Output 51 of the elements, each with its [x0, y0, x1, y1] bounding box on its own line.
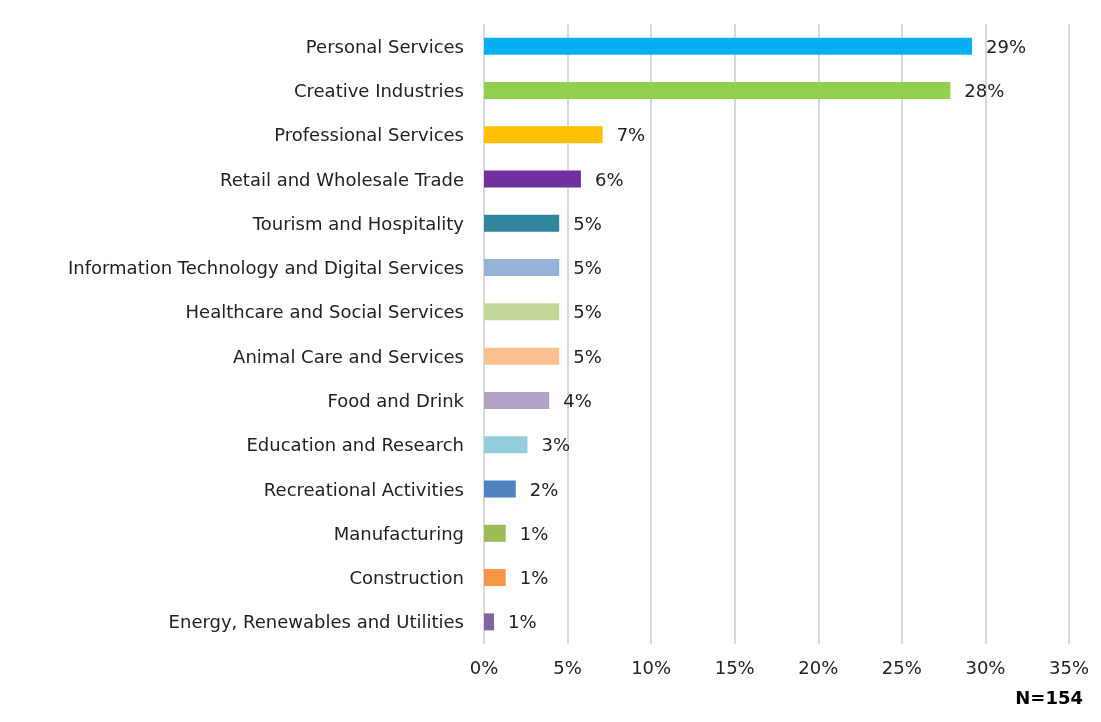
y-tick-label: Personal Services — [305, 35, 464, 57]
data-label: 1% — [519, 522, 549, 544]
y-tick-label: Recreational Activities — [263, 478, 464, 500]
y-tick-label: Animal Care and Services — [233, 345, 464, 367]
y-tick-label: Creative Industries — [293, 79, 464, 101]
y-tick-label: Healthcare and Social Services — [185, 301, 464, 323]
data-label: 5% — [573, 301, 602, 323]
bar — [484, 569, 506, 587]
y-tick-label: Education and Research — [246, 434, 464, 456]
x-tick-label: 25% — [881, 656, 922, 678]
x-tick-label: 0% — [469, 656, 499, 678]
x-tick-label: 20% — [798, 656, 839, 678]
bar — [484, 436, 528, 454]
data-label: 7% — [616, 124, 646, 146]
bar — [484, 524, 506, 542]
bar — [484, 259, 560, 277]
data-label: 6% — [594, 168, 624, 190]
text: N=154 — [1015, 686, 1084, 708]
data-label: 5% — [573, 345, 602, 367]
y-tick-label: Information Technology and Digital Services — [67, 257, 464, 279]
data-label: 1% — [508, 611, 537, 633]
y-tick-label: Food and Drink — [327, 389, 465, 411]
data-label: 2% — [529, 478, 559, 500]
x-tick-label: 30% — [965, 656, 1006, 678]
x-tick-label: 5% — [553, 656, 582, 678]
bar — [484, 391, 550, 409]
y-tick-label: Energy, Renewables and Utilities — [168, 611, 464, 633]
y-tick-label: Construction — [349, 567, 464, 589]
y-tick-label: Professional Services — [274, 124, 464, 146]
data-label: 5% — [573, 257, 602, 279]
data-label: 1% — [519, 567, 549, 589]
bar — [484, 214, 560, 232]
y-tick-label: Manufacturing — [333, 522, 464, 544]
data-label: 3% — [541, 434, 571, 456]
data-label: 28% — [964, 79, 1005, 101]
data-label: 4% — [563, 389, 592, 411]
data-label: 29% — [986, 35, 1027, 57]
x-tick-label: 10% — [631, 656, 672, 678]
bar — [484, 37, 973, 55]
bar — [484, 480, 516, 498]
x-tick-label: 35% — [1048, 656, 1090, 678]
y-tick-label: Retail and Wholesale Trade — [220, 168, 464, 190]
bar — [484, 347, 560, 365]
bar — [484, 613, 495, 631]
bar — [484, 81, 951, 99]
bar — [484, 303, 560, 321]
bar — [484, 126, 603, 144]
y-tick-label: Tourism and Hospitality — [251, 212, 465, 234]
data-label: 5% — [573, 212, 602, 234]
bar — [484, 170, 581, 188]
x-tick-label: 15% — [714, 656, 755, 678]
